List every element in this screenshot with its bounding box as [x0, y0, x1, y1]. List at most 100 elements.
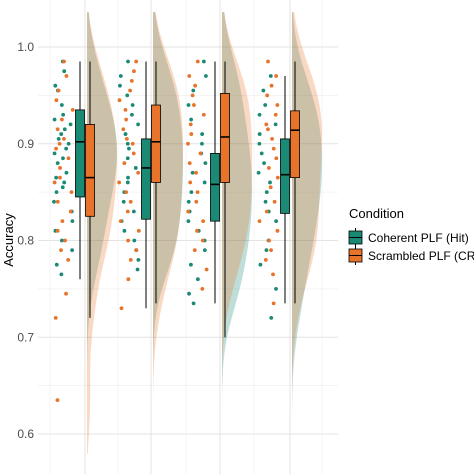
y-tick-label: 1.0 — [17, 40, 34, 54]
data-point — [192, 248, 197, 253]
data-point — [54, 175, 59, 180]
data-point — [134, 59, 139, 64]
data-point — [263, 103, 268, 107]
data-point — [271, 301, 276, 306]
y-tick-label: 0.7 — [17, 330, 34, 344]
data-point — [274, 219, 279, 224]
data-point — [136, 228, 141, 233]
data-point — [257, 141, 262, 146]
data-point — [189, 190, 194, 195]
box — [290, 110, 300, 179]
data-point — [124, 117, 129, 122]
data-point — [128, 257, 133, 262]
data-point — [125, 180, 130, 185]
data-point — [53, 316, 58, 320]
data-point — [129, 78, 134, 83]
box — [280, 138, 290, 214]
y-axis-ticks: 0.6 0.7 0.8 0.9 1.0 — [17, 40, 34, 441]
data-point — [126, 238, 131, 243]
data-point — [55, 199, 60, 204]
data-point — [189, 132, 194, 136]
data-point — [130, 103, 135, 107]
data-point — [257, 219, 262, 224]
data-point — [125, 141, 130, 146]
data-point — [118, 219, 123, 224]
data-point — [122, 228, 127, 233]
data-point — [70, 107, 75, 112]
data-point — [265, 93, 270, 98]
data-point — [59, 272, 64, 277]
data-point — [133, 166, 138, 170]
data-point — [124, 137, 129, 141]
raw-points — [52, 59, 280, 403]
data-point — [264, 190, 269, 195]
data-point — [52, 199, 56, 204]
data-point — [58, 175, 62, 180]
data-point — [268, 180, 272, 185]
data-point — [118, 83, 122, 88]
data-point — [66, 257, 71, 262]
data-point — [275, 103, 280, 107]
data-point — [186, 103, 191, 107]
data-point — [186, 209, 191, 214]
data-point — [130, 112, 134, 117]
density-cloud — [87, 12, 117, 454]
data-point — [266, 127, 270, 132]
data-point — [274, 156, 279, 161]
legend-label: Coherent PLF (Hit) — [368, 231, 469, 245]
data-point — [117, 180, 122, 185]
data-point — [128, 199, 133, 204]
data-point — [126, 175, 130, 180]
data-point — [264, 248, 269, 253]
data-point — [128, 88, 132, 93]
data-point — [186, 219, 191, 224]
data-point — [125, 209, 130, 214]
y-tick-label: 0.8 — [17, 234, 34, 248]
data-point — [275, 175, 280, 180]
data-point — [188, 122, 193, 127]
data-point — [130, 141, 135, 146]
data-point — [271, 146, 276, 151]
data-point — [52, 151, 57, 156]
data-point — [188, 180, 193, 185]
data-point — [194, 199, 199, 204]
data-point — [270, 137, 274, 141]
density-cloud — [292, 12, 322, 454]
data-point — [198, 151, 203, 156]
data-point — [125, 156, 130, 161]
data-point — [60, 117, 64, 122]
data-point — [68, 122, 73, 127]
data-point — [262, 161, 266, 166]
data-point — [190, 170, 195, 175]
density-cloud — [87, 12, 117, 454]
data-point — [269, 248, 273, 253]
data-point — [62, 180, 67, 185]
data-point — [59, 238, 64, 243]
data-point — [131, 209, 136, 214]
data-point — [186, 141, 190, 146]
box — [75, 109, 85, 198]
data-point — [53, 83, 58, 88]
data-point — [257, 132, 262, 136]
data-point — [117, 98, 122, 103]
data-point — [55, 127, 60, 132]
data-point — [202, 248, 207, 253]
data-point — [59, 132, 64, 136]
data-point — [263, 257, 268, 262]
data-point — [70, 248, 75, 253]
data-point — [132, 238, 137, 243]
data-point — [61, 156, 65, 161]
data-point — [64, 291, 68, 296]
data-point — [274, 74, 279, 78]
data-point — [62, 127, 67, 132]
data-point — [123, 107, 128, 112]
data-point — [190, 93, 195, 98]
data-point — [61, 112, 66, 117]
legend-entries: Coherent PLF (Hit) Scrambled PLF (CR) — [348, 228, 474, 265]
data-point — [264, 209, 269, 214]
data-point — [135, 267, 140, 272]
data-point — [187, 291, 191, 296]
data-point — [200, 238, 205, 243]
data-point — [122, 161, 127, 166]
data-point — [195, 277, 200, 282]
